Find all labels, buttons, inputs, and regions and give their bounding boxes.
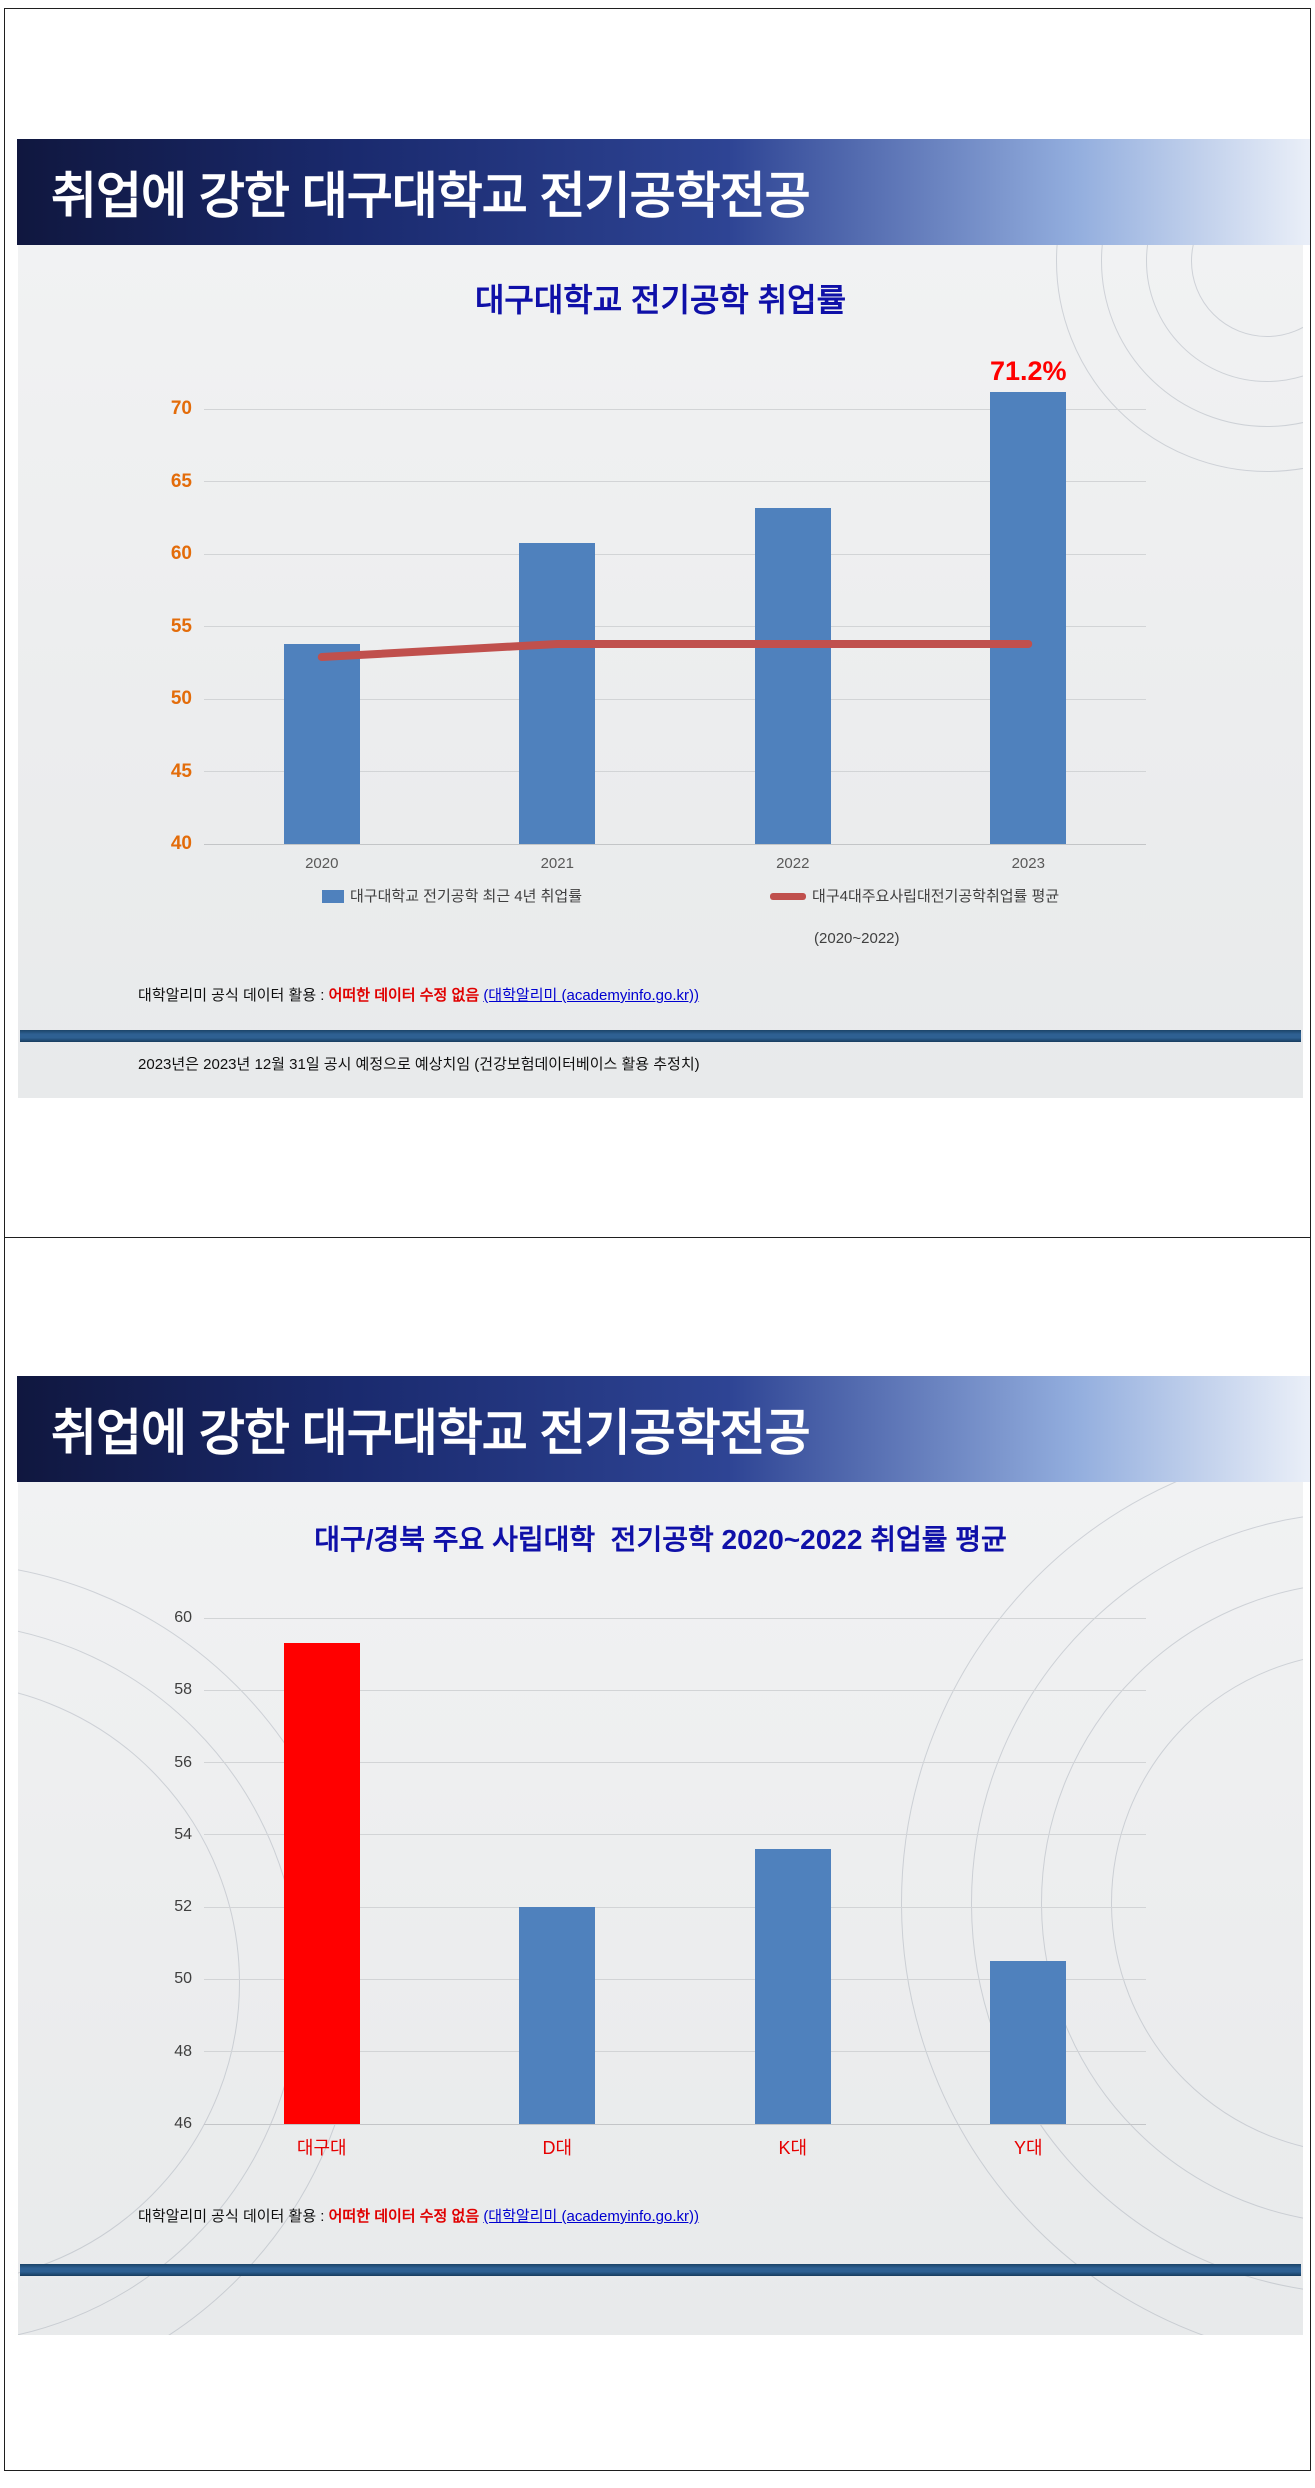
data-label-71.2%: 71.2% xyxy=(989,355,1067,386)
academyinfo-link[interactable]: (대학알리미 (academyinfo.go.kr)) xyxy=(483,987,700,1004)
bar-Y대 xyxy=(990,1961,1067,2124)
x-category-label-2021: 2021 xyxy=(540,855,574,872)
slide-2-footnote: 대학알리미 공식 데이터 활용 : 어떠한 데이터 수정 없음 (대학알리미 (… xyxy=(113,2182,1273,2251)
slide-1: 취업에 강한 대구대학교 전기공학전공 대구대학교 전기공학 취업률 40 45 5… xyxy=(4,8,1311,1238)
gridline-40 xyxy=(204,843,1146,845)
bar-2021 xyxy=(519,542,596,844)
y-tick-label-45: 45 xyxy=(170,760,192,782)
x-category-label-K대: K대 xyxy=(778,2138,808,2158)
footnote-line2: 2023년은 2023년 12월 31일 공시 예정으로 예상치임 (건강보험데… xyxy=(138,1056,700,1073)
slide-2-banner-title: 취업에 강한 대구대학교 전기공학전공 xyxy=(51,1405,811,1461)
gridline-54 xyxy=(204,1834,1146,1836)
y-tick-label-46: 46 xyxy=(174,2115,192,2132)
legend-sublabel: (2020~2022) xyxy=(814,930,900,947)
slide-2-content: 대구/경북 주요 사립대학 전기공학 2020~2022 취업률 평균 46 48… xyxy=(18,1482,1303,2335)
bar-2022 xyxy=(754,507,831,844)
legend-line-swatch-icon xyxy=(770,893,807,900)
bar-2023 xyxy=(990,391,1067,844)
chart-1-plot-area: 40 45 50 55 60 65 70 71.2% xyxy=(171,356,1146,854)
y-tick-label-60: 60 xyxy=(170,543,192,565)
academyinfo-link[interactable]: (대학알리미 (academyinfo.go.kr)) xyxy=(483,2208,700,2225)
bottom-divider-bar xyxy=(20,1030,1301,1042)
chart-1-legend: 대구대학교 전기공학 최근 4년 취업률 대구4대주요사립대전기공학취업률 평균… xyxy=(204,887,1146,949)
y-tick-label-54: 54 xyxy=(174,1825,192,1843)
footnote-emphasis: 어떠한 데이터 수정 없음 xyxy=(328,2208,480,2225)
slide-1-footnote: 대학알리미 공식 데이터 활용 : 어떠한 데이터 수정 없음 (대학알리미 (… xyxy=(113,961,1273,1098)
chart-1-x-axis-labels: 2020 2021 2022 2023 xyxy=(204,855,1146,881)
x-category-label-Y대: Y대 xyxy=(1013,2138,1043,2158)
y-tick-label-50: 50 xyxy=(174,1970,192,1988)
gridline-45 xyxy=(204,771,1146,773)
bar-대구대 xyxy=(283,1643,360,2124)
y-tick-label-40: 40 xyxy=(170,833,192,854)
footnote-text: 대학알리미 공식 데이터 활용 : xyxy=(138,987,329,1004)
slide-1-content: 대구대학교 전기공학 취업률 40 45 50 55 60 65 70 71.2% 2020 2… xyxy=(18,245,1303,1098)
slide-2: 취업에 강한 대구대학교 전기공학전공 대구/경북 주요 사립대학 전기공학 2… xyxy=(4,1237,1311,2471)
footnote-emphasis: 어떠한 데이터 수정 없음 xyxy=(328,987,480,1004)
gridline-60 xyxy=(204,1617,1146,1619)
chart-2-plot-area: 46 48 50 52 54 56 58 60 xyxy=(174,1600,1146,2132)
y-tick-label-58: 58 xyxy=(174,1681,192,1699)
legend-label: 대구4대주요사립대전기공학취업률 평균 xyxy=(812,888,1060,905)
y-tick-label-65: 65 xyxy=(170,470,192,492)
footnote-text: 대학알리미 공식 데이터 활용 : xyxy=(138,2208,329,2225)
bottom-divider-bar xyxy=(20,2264,1301,2276)
y-tick-label-50: 50 xyxy=(170,688,192,710)
x-category-label-D대: D대 xyxy=(542,2138,573,2158)
chart-1-title: 대구대학교 전기공학 취업률 xyxy=(474,282,847,318)
chart-2-title: 대구/경북 주요 사립대학 전기공학 2020~2022 취업률 평균 xyxy=(314,1524,1007,1555)
gridline-52 xyxy=(204,1906,1146,1908)
legend-item-average-line: 대구4대주요사립대전기공학취업률 평균 (2020~2022) xyxy=(770,887,1059,949)
slide-1-banner: 취업에 강한 대구대학교 전기공학전공 xyxy=(17,139,1310,245)
gridline-50 xyxy=(204,698,1146,700)
y-tick-label-48: 48 xyxy=(174,2042,192,2060)
bar-K대 xyxy=(754,1849,831,2124)
two-slide-page: { "slides": [ { "banner_title": "취업에 강한 … xyxy=(0,8,1315,2488)
gridline-58 xyxy=(204,1689,1146,1691)
average-line-series xyxy=(317,640,1033,662)
slide-1-banner-title: 취업에 강한 대구대학교 전기공학전공 xyxy=(51,168,811,224)
gridline-56 xyxy=(204,1762,1146,1764)
legend-item-employment-rate: 대구대학교 전기공학 최근 4년 취업률 xyxy=(322,887,582,949)
x-category-label-2023: 2023 xyxy=(1011,855,1045,872)
legend-label: 대구대학교 전기공학 최근 4년 취업률 xyxy=(350,888,583,905)
slide-2-banner: 취업에 강한 대구대학교 전기공학전공 xyxy=(17,1376,1310,1482)
y-tick-label-60: 60 xyxy=(174,1609,192,1627)
gridline-55 xyxy=(204,626,1146,628)
x-category-label-대구대: 대구대 xyxy=(296,2138,347,2158)
chart-2-x-axis-labels: 대구대 D대 K대 Y대 xyxy=(204,2134,1146,2160)
gridline-65 xyxy=(204,481,1146,483)
legend-bar-swatch-icon xyxy=(322,890,344,903)
gridline-46 xyxy=(204,2123,1146,2125)
gridline-50 xyxy=(204,1978,1146,1980)
x-category-label-2022: 2022 xyxy=(776,855,810,872)
gridline-48 xyxy=(204,2051,1146,2053)
y-tick-label-55: 55 xyxy=(170,615,192,637)
gridline-60 xyxy=(204,553,1146,555)
y-tick-label-52: 52 xyxy=(174,1898,192,1916)
decorative-arc xyxy=(901,1482,1303,2335)
y-tick-label-70: 70 xyxy=(170,398,192,420)
x-category-label-2020: 2020 xyxy=(305,855,339,872)
y-tick-label-56: 56 xyxy=(174,1753,192,1771)
bar-D대 xyxy=(519,1907,596,2124)
bar-2020 xyxy=(283,644,360,844)
gridline-70 xyxy=(204,408,1146,410)
